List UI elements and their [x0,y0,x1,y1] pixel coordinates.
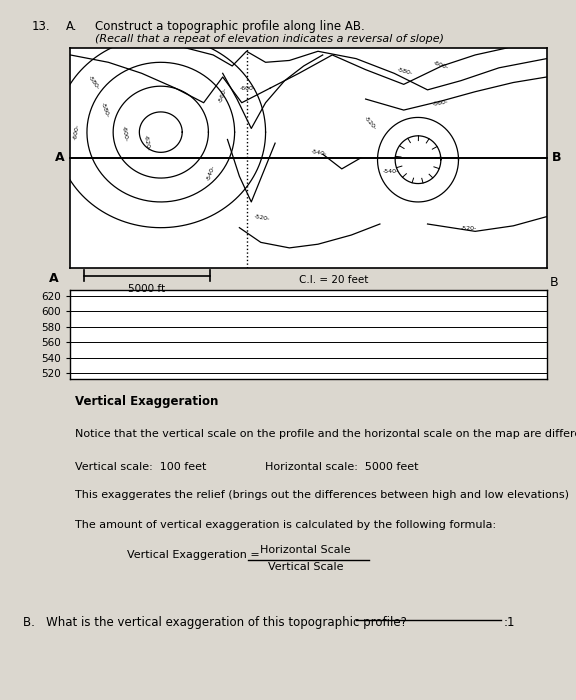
Text: -520-: -520- [253,214,271,221]
Text: C.I. = 20 feet: C.I. = 20 feet [300,275,369,285]
Text: A.: A. [66,20,78,33]
Text: Vertical scale:  100 feet: Vertical scale: 100 feet [75,462,206,472]
Text: -580-: -580- [87,75,100,91]
Text: -520-: -520- [363,116,377,132]
Text: This exaggerates the relief (brings out the differences between high and low ele: This exaggerates the relief (brings out … [75,490,569,500]
Text: Vertical Exaggeration: Vertical Exaggeration [75,395,218,409]
Text: B: B [550,276,559,289]
Text: (Recall that a repeat of elevation indicates a reversal of slope): (Recall that a repeat of elevation indic… [95,34,444,43]
Text: A: A [55,151,65,164]
Text: -620-: -620- [143,134,150,150]
Text: -520-: -520- [461,225,477,230]
Text: -580-: -580- [396,67,414,76]
Text: -580-: -580- [100,102,110,118]
Text: 13.: 13. [32,20,50,33]
Text: The amount of vertical exaggeration is calculated by the following formula:: The amount of vertical exaggeration is c… [75,520,496,530]
Text: Horizontal Scale: Horizontal Scale [260,545,351,554]
Text: -600-: -600- [433,60,449,71]
Text: Notice that the vertical scale on the profile and the horizontal scale on the ma: Notice that the vertical scale on the pr… [75,429,576,439]
Text: -560-: -560- [218,87,228,104]
Text: Vertical Exaggeration =: Vertical Exaggeration = [127,550,263,559]
Text: Vertical Scale: Vertical Scale [267,562,343,572]
Text: -600-: -600- [73,124,81,141]
Text: Horizontal scale:  5000 feet: Horizontal scale: 5000 feet [265,462,418,472]
Text: A: A [49,272,58,286]
Text: -540-: -540- [206,164,217,181]
Text: B: B [552,151,562,164]
Text: -600-: -600- [120,125,128,142]
Text: -540-: -540- [311,149,328,157]
Text: -600-: -600- [240,86,256,91]
Text: -560-: -560- [433,99,449,107]
Text: -540-: -540- [382,169,399,174]
Text: Construct a topographic profile along line AB.: Construct a topographic profile along li… [95,20,365,33]
Text: :1: :1 [504,616,516,629]
Text: 5000 ft: 5000 ft [128,284,165,294]
Text: B.   What is the vertical exaggeration of this topographic profile?: B. What is the vertical exaggeration of … [23,616,407,629]
